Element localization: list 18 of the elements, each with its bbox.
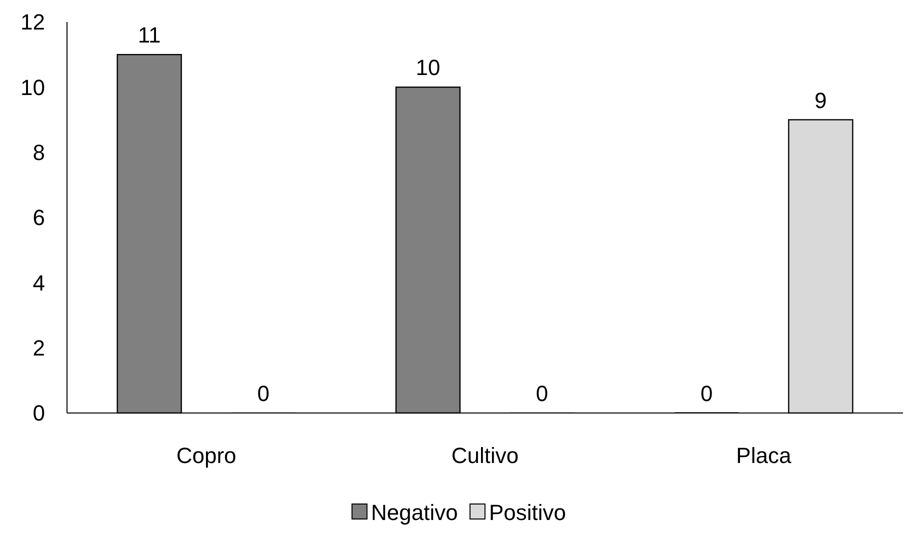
y-tick-label: 12 xyxy=(20,10,45,35)
y-tick-label: 6 xyxy=(32,205,45,230)
y-tick-label: 8 xyxy=(32,140,45,166)
data-label: 0 xyxy=(257,381,270,406)
y-tick-label: 0 xyxy=(32,400,45,426)
data-label: 11 xyxy=(138,22,161,48)
data-label: 0 xyxy=(536,381,548,406)
data-label: 9 xyxy=(814,88,827,113)
x-tick-label: Copro xyxy=(176,443,236,468)
data-label: 10 xyxy=(416,55,440,80)
y-tick-label: 10 xyxy=(20,74,45,100)
y-tick-label: 2 xyxy=(32,336,45,361)
x-tick-label: Placa xyxy=(736,443,792,468)
y-tick-label: 4 xyxy=(32,270,45,296)
legend-label: Positivo xyxy=(489,500,566,525)
x-tick-label: Cultivo xyxy=(451,443,519,468)
data-label: 0 xyxy=(700,381,713,406)
legend-label: Negativo xyxy=(371,500,458,525)
